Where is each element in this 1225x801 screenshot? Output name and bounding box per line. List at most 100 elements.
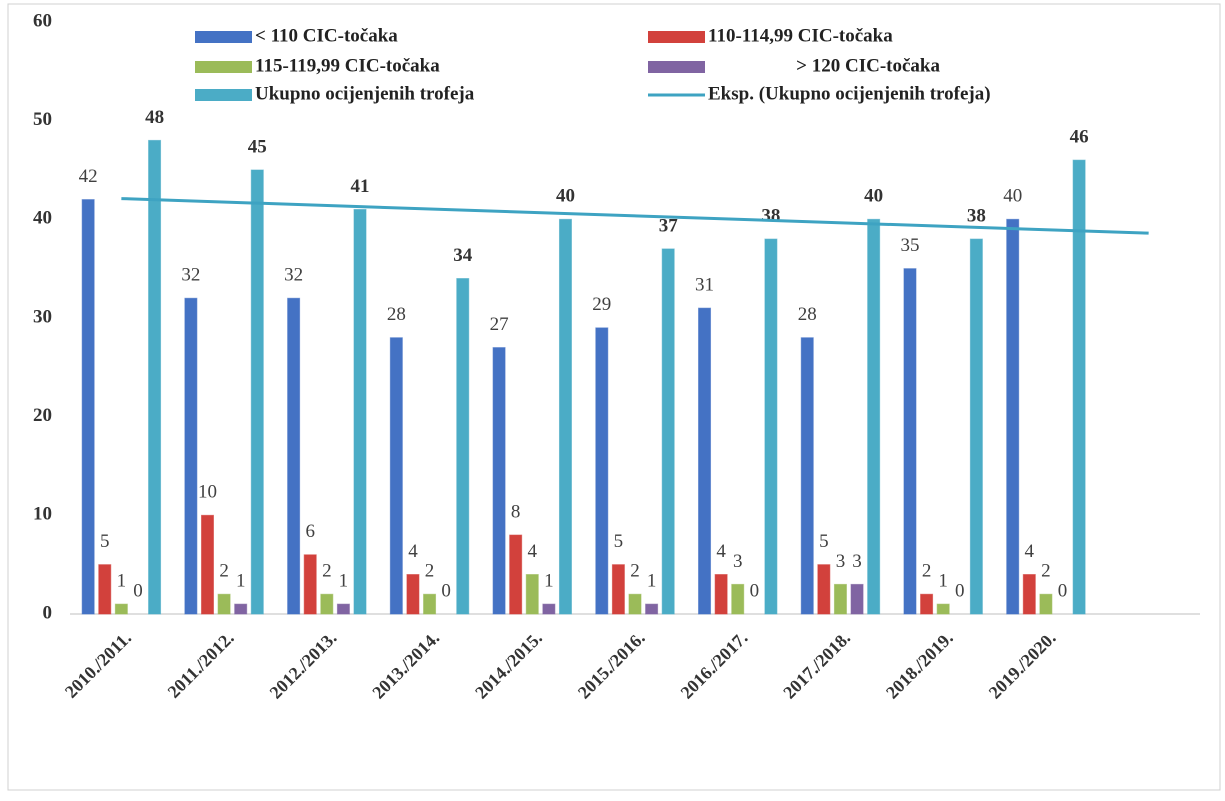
legend-label: Eksp. (Ukupno ocijenjenih trofeja) bbox=[708, 83, 991, 104]
bar bbox=[114, 603, 128, 615]
bar bbox=[353, 208, 367, 615]
data-label: 28 bbox=[798, 304, 817, 325]
data-label: 38 bbox=[761, 205, 780, 226]
data-label: 0 bbox=[133, 580, 143, 601]
data-label: 32 bbox=[181, 265, 200, 286]
data-label: 0 bbox=[441, 580, 451, 601]
y-tick-label: 50 bbox=[33, 109, 52, 130]
data-label: 31 bbox=[695, 274, 714, 295]
data-label: 1 bbox=[236, 570, 246, 591]
bar bbox=[1022, 574, 1036, 615]
bar bbox=[406, 574, 420, 615]
bar bbox=[492, 347, 506, 615]
bar bbox=[817, 564, 831, 615]
data-label: 2 bbox=[219, 561, 229, 582]
legend-swatch bbox=[195, 89, 252, 101]
bar bbox=[920, 593, 934, 615]
bar bbox=[558, 218, 572, 615]
data-label: 8 bbox=[511, 501, 521, 522]
bar bbox=[287, 297, 301, 615]
bar bbox=[764, 238, 778, 615]
bar bbox=[661, 248, 675, 615]
bar bbox=[1039, 593, 1053, 615]
data-label: 29 bbox=[592, 294, 611, 315]
bar bbox=[217, 593, 231, 615]
data-label: 5 bbox=[614, 531, 624, 552]
data-label: 5 bbox=[100, 531, 110, 552]
data-label: 37 bbox=[659, 215, 679, 236]
bar bbox=[250, 169, 264, 615]
data-label: 48 bbox=[145, 107, 164, 128]
bar bbox=[200, 514, 214, 615]
legend-swatch bbox=[648, 31, 705, 43]
bar bbox=[800, 337, 814, 615]
y-tick-label: 10 bbox=[33, 504, 52, 525]
data-label: 40 bbox=[864, 186, 883, 207]
data-label: 0 bbox=[750, 580, 760, 601]
data-label: 2 bbox=[922, 561, 932, 582]
bar bbox=[731, 583, 745, 615]
y-tick-label: 0 bbox=[43, 602, 53, 623]
data-label: 2 bbox=[425, 561, 435, 582]
bar bbox=[320, 593, 334, 615]
bar bbox=[525, 574, 539, 615]
data-label: 4 bbox=[408, 541, 418, 562]
data-label: 4 bbox=[528, 541, 538, 562]
bar bbox=[645, 603, 659, 615]
legend-swatch bbox=[195, 61, 252, 73]
data-label: 5 bbox=[819, 531, 829, 552]
legend-label: 115-119,99 CIC-točaka bbox=[255, 55, 440, 76]
data-label: 3 bbox=[733, 551, 743, 572]
data-label: 40 bbox=[556, 186, 575, 207]
bar bbox=[98, 564, 112, 615]
data-label: 6 bbox=[305, 521, 315, 542]
legend-label: Ukupno ocijenjenih trofeja bbox=[255, 83, 475, 104]
data-label: 41 bbox=[351, 176, 370, 197]
data-label: 35 bbox=[900, 235, 919, 256]
bar bbox=[698, 307, 712, 615]
data-label: 3 bbox=[836, 551, 846, 572]
data-label: 46 bbox=[1070, 126, 1089, 147]
data-label: 28 bbox=[387, 304, 406, 325]
y-tick-label: 60 bbox=[33, 10, 52, 31]
data-label: 2 bbox=[322, 561, 332, 582]
bar bbox=[509, 534, 523, 615]
legend-swatch bbox=[195, 31, 252, 43]
data-label: 1 bbox=[117, 570, 127, 591]
data-label: 38 bbox=[967, 205, 986, 226]
data-label: 45 bbox=[248, 136, 267, 157]
bar bbox=[1072, 159, 1086, 615]
legend-label: 110-114,99 CIC-točaka bbox=[708, 25, 893, 46]
bar bbox=[611, 564, 625, 615]
bar bbox=[184, 297, 198, 615]
bar bbox=[867, 218, 881, 615]
data-label: 4 bbox=[716, 541, 726, 562]
bar bbox=[389, 337, 403, 615]
bar bbox=[936, 603, 950, 615]
bar bbox=[903, 268, 917, 615]
data-label: 0 bbox=[955, 580, 965, 601]
bar bbox=[628, 593, 642, 615]
bar bbox=[303, 554, 317, 615]
y-tick-label: 40 bbox=[33, 208, 52, 229]
data-label: 27 bbox=[490, 314, 509, 335]
y-tick-label: 30 bbox=[33, 306, 52, 327]
bar bbox=[456, 278, 470, 615]
trendline bbox=[121, 197, 1149, 235]
bar bbox=[81, 199, 95, 615]
legend-swatch bbox=[648, 61, 705, 73]
bar bbox=[1006, 218, 1020, 615]
bar bbox=[850, 583, 864, 615]
legend-label: < 110 CIC-točaka bbox=[255, 25, 398, 46]
data-label: 2 bbox=[630, 561, 640, 582]
bar bbox=[423, 593, 437, 615]
data-label: 34 bbox=[453, 245, 473, 266]
legend-label: > 120 CIC-točaka bbox=[796, 55, 940, 76]
bar bbox=[148, 139, 162, 615]
bar bbox=[336, 603, 350, 615]
bar bbox=[542, 603, 556, 615]
bar bbox=[714, 574, 728, 615]
bar bbox=[969, 238, 983, 615]
data-label: 1 bbox=[647, 570, 657, 591]
data-label: 1 bbox=[544, 570, 554, 591]
